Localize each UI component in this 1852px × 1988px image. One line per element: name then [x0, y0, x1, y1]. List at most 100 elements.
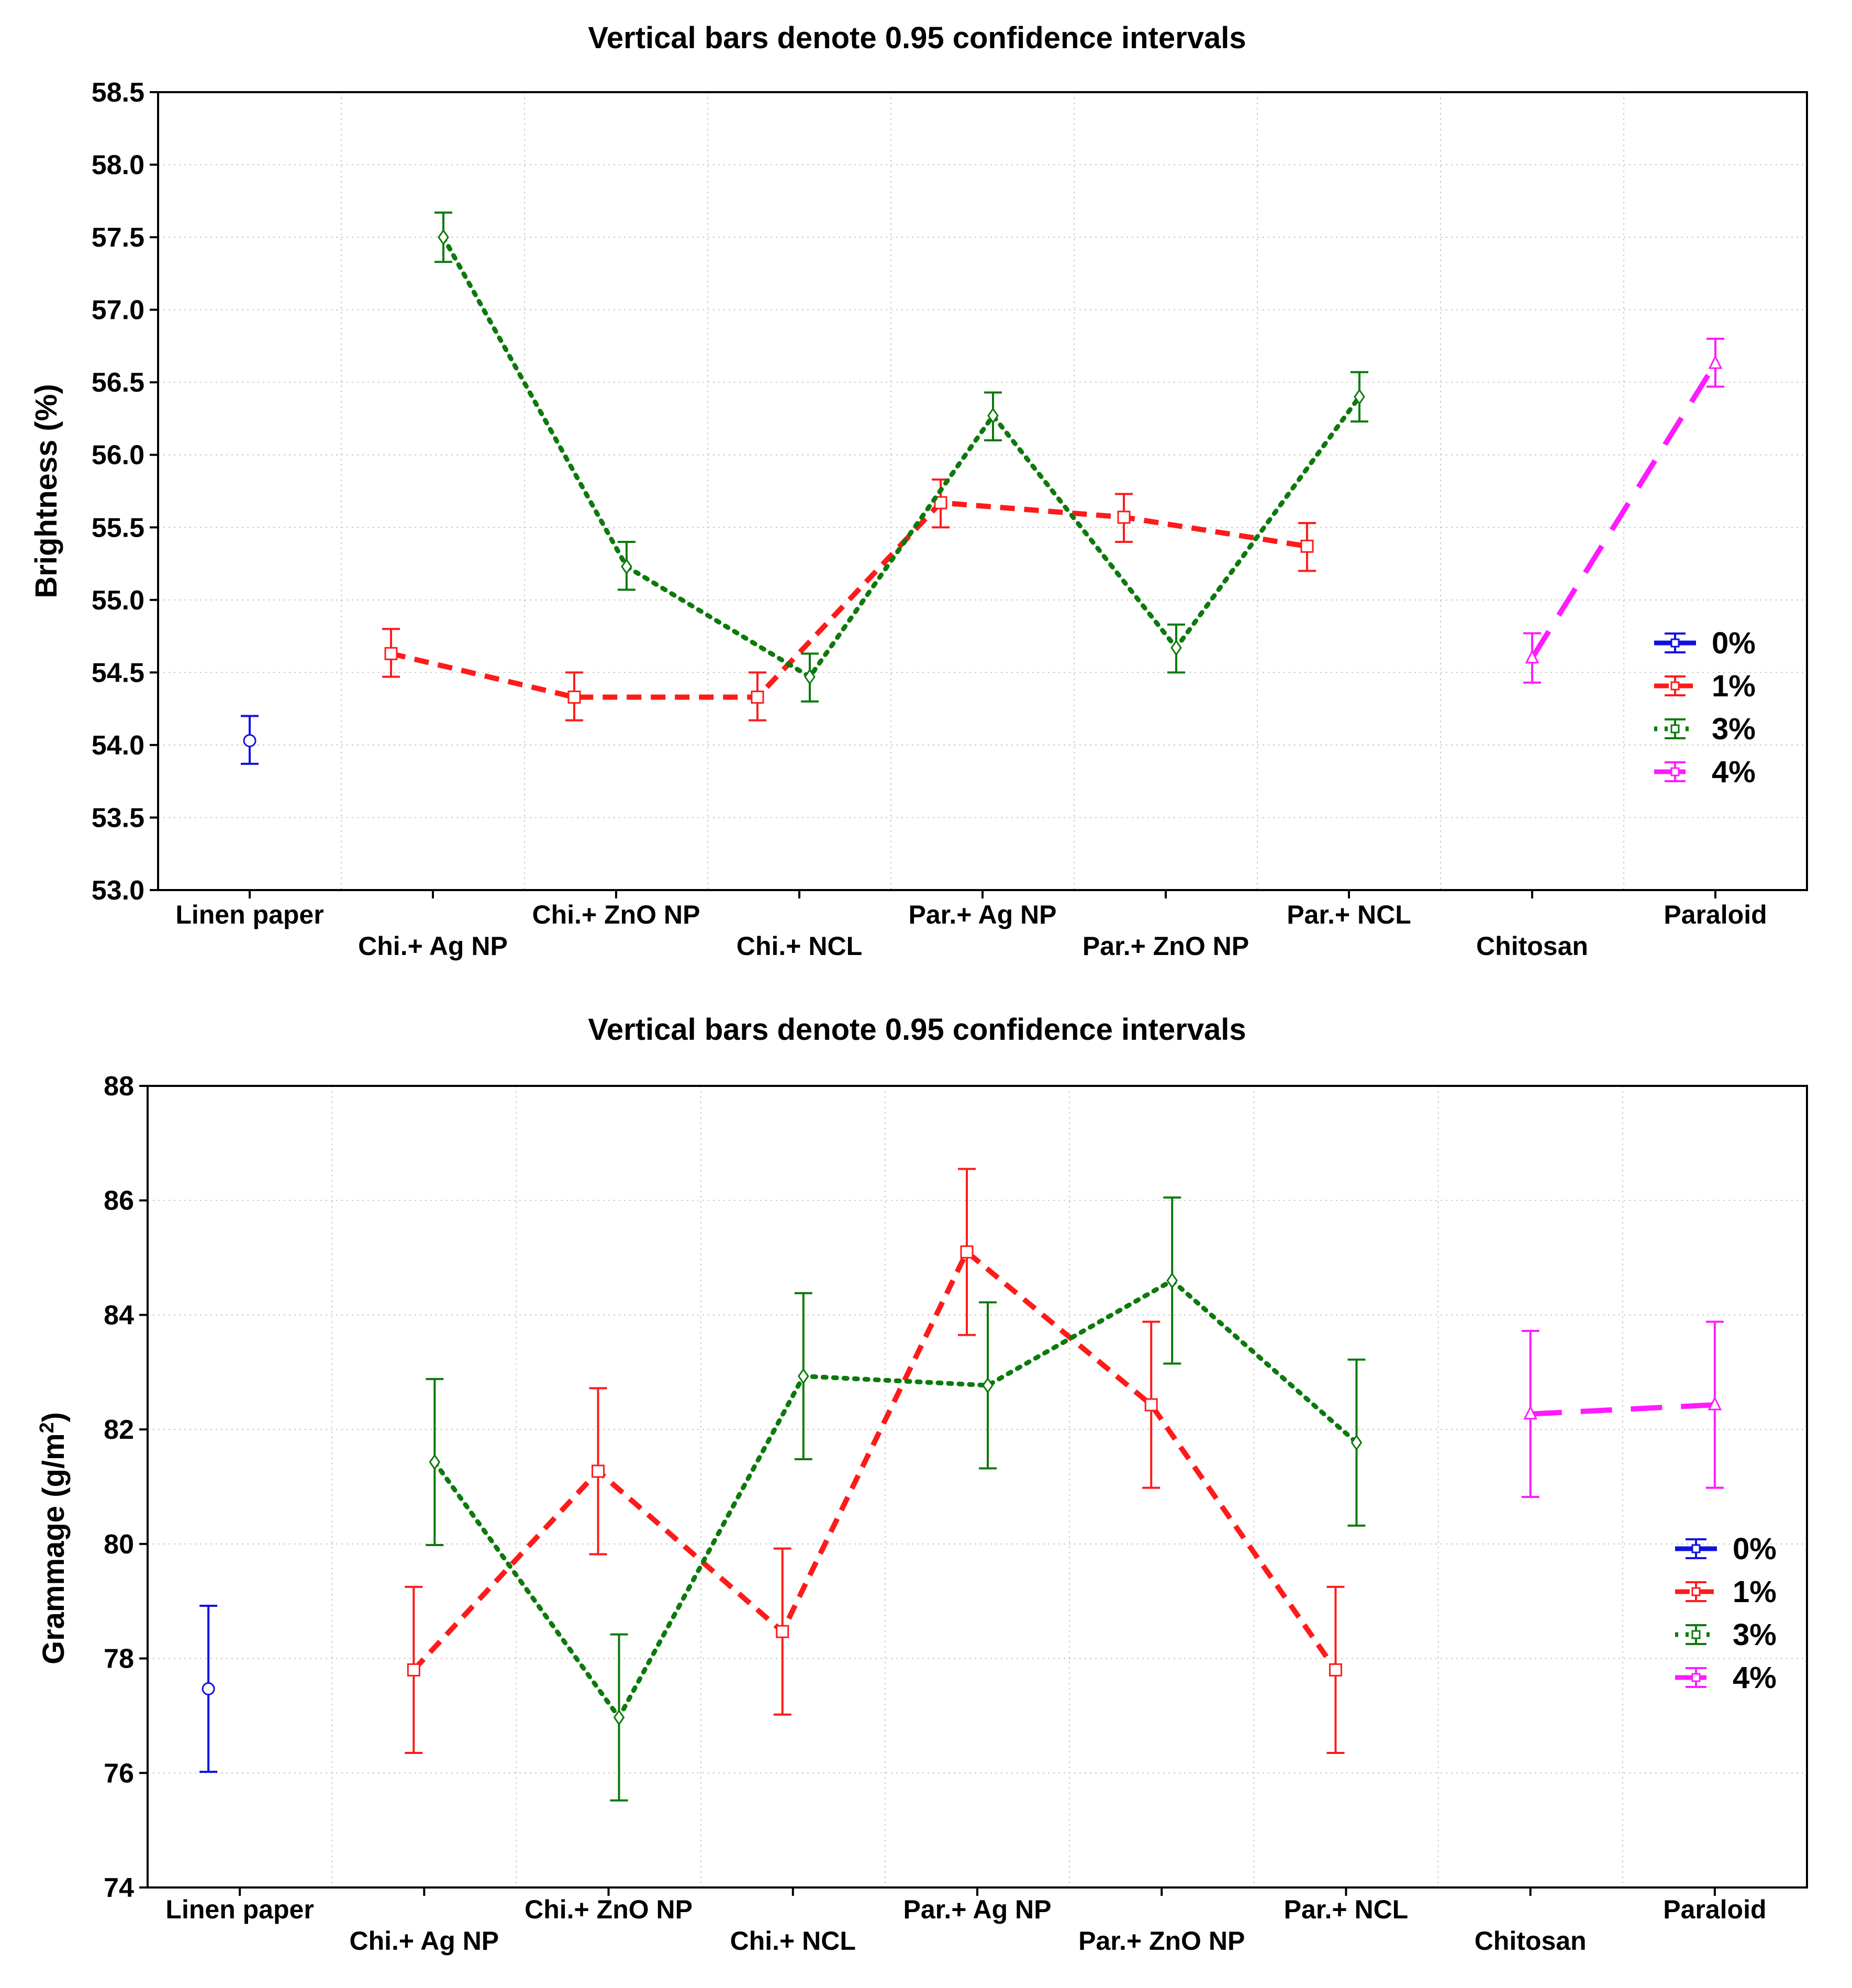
- data-point-3: [987, 407, 999, 424]
- series-line-1: [390, 499, 1308, 700]
- data-point-1: [1117, 510, 1131, 524]
- grammage-chart-panel: Vertical bars denote 0.95 confidence int…: [0, 994, 1852, 1988]
- data-point-3: [982, 1377, 994, 1394]
- legend-marker: [1670, 638, 1680, 648]
- x-tick-label-chi-ncl: Chi.+ NCL: [737, 931, 862, 961]
- y-axis-label-main: Grammage (g/m: [37, 1433, 71, 1664]
- data-point-3: [797, 1368, 809, 1385]
- chart-title: Vertical bars denote 0.95 confidence int…: [588, 1013, 1246, 1047]
- brightness-chart: Vertical bars denote 0.95 confidence int…: [29, 21, 1808, 961]
- series-line-3: [432, 1278, 1359, 1722]
- x-tick-label-chi-ncl: Chi.+ NCL: [730, 1926, 856, 1956]
- legend-label: 3%: [1733, 1618, 1777, 1652]
- data-point-4: [1708, 1396, 1722, 1411]
- x-tick-label-par-ncl: Par.+ NCL: [1287, 900, 1411, 929]
- y-axis-label-superscript: 2: [36, 1422, 58, 1433]
- legend-marker: [1691, 1544, 1701, 1553]
- legend-item-1: 1%: [1654, 669, 1756, 703]
- grammage-chart: Vertical bars denote 0.95 confidence int…: [36, 1013, 1808, 1956]
- data-point-1: [1329, 1663, 1342, 1676]
- data-point-1: [960, 1245, 974, 1259]
- y-axis-label-suffix: ): [37, 1412, 71, 1422]
- legend-marker: [1670, 767, 1680, 776]
- data-point-1: [407, 1663, 420, 1676]
- series-line-4: [1530, 362, 1718, 660]
- x-tick-label-paraloid: Paraloid: [1664, 900, 1767, 929]
- y-tick-label: 57.5: [92, 223, 144, 253]
- legend-item-4: 4%: [1654, 755, 1756, 789]
- plot-frame: [147, 1085, 1808, 1889]
- plot-frame: [157, 91, 1808, 891]
- y-tick-label: 74: [104, 1873, 134, 1903]
- data-point-3: [429, 1453, 441, 1471]
- x-tick-label-chi-zno-np: Chi.+ ZnO NP: [525, 1895, 693, 1924]
- x-tick-label-par-ag-np: Par.+ Ag NP: [903, 1895, 1052, 1924]
- legend-label: 0%: [1733, 1532, 1777, 1566]
- legend-item-3: 3%: [1654, 712, 1756, 746]
- legend-label: 4%: [1712, 755, 1756, 789]
- y-tick-label: 86: [104, 1186, 134, 1216]
- legend-marker: [1691, 1587, 1701, 1596]
- legend-item-4: 4%: [1675, 1661, 1777, 1695]
- x-tick-label-chi-ag-np: Chi.+ Ag NP: [358, 931, 508, 961]
- y-tick-label: 84: [104, 1300, 134, 1330]
- y-tick-label: 58.5: [92, 77, 144, 108]
- data-point-3: [613, 1709, 625, 1726]
- x-tick-label-par-ag-np: Par.+ Ag NP: [909, 900, 1057, 929]
- y-tick-label: 58.0: [92, 150, 144, 181]
- series-line-1: [411, 1248, 1338, 1672]
- data-point-1: [567, 690, 581, 704]
- data-point-1: [1300, 539, 1314, 553]
- data-point-4: [1708, 354, 1723, 369]
- data-point-1: [384, 647, 398, 660]
- data-point-4: [1525, 649, 1539, 664]
- x-tick-label-linen-paper: Linen paper: [175, 900, 323, 929]
- legend-marker: [1691, 1673, 1701, 1682]
- data-point-4: [1523, 1405, 1538, 1420]
- x-tick-label-par-ncl: Par.+ NCL: [1284, 1895, 1409, 1924]
- legend-marker: [1691, 1630, 1701, 1639]
- data-point-1: [776, 1625, 789, 1638]
- y-tick-label: 76: [104, 1758, 134, 1789]
- x-tick-label-chi-zno-np: Chi.+ ZnO NP: [532, 900, 700, 929]
- x-tick-label-linen-paper: Linen paper: [165, 1895, 314, 1924]
- y-tick-label: 55.0: [92, 585, 144, 616]
- y-tick-label: 54.5: [92, 658, 144, 688]
- data-point-0: [243, 734, 256, 748]
- data-point-3: [1170, 639, 1182, 656]
- data-point-1: [1144, 1398, 1158, 1412]
- x-tick-label-par-zno-np: Par.+ ZnO NP: [1078, 1926, 1245, 1956]
- data-point-1: [934, 496, 947, 509]
- legend-marker: [1670, 681, 1680, 691]
- data-point-3: [1351, 1434, 1363, 1451]
- data-point-3: [804, 669, 816, 685]
- legend-label: 1%: [1733, 1575, 1777, 1609]
- chart-title: Vertical bars denote 0.95 confidence int…: [588, 21, 1246, 55]
- y-tick-label: 80: [104, 1529, 134, 1560]
- x-tick-label-paraloid: Paraloid: [1663, 1895, 1766, 1924]
- data-point-1: [751, 690, 764, 704]
- data-point-3: [1354, 388, 1365, 405]
- data-point-1: [592, 1464, 605, 1478]
- y-tick-label: 78: [104, 1644, 134, 1674]
- data-point-3: [438, 229, 449, 246]
- legend-label: 4%: [1733, 1661, 1777, 1695]
- x-tick-label-chi-ag-np: Chi.+ Ag NP: [349, 1926, 499, 1956]
- y-tick-label: 57.0: [92, 295, 144, 326]
- data-point-3: [1166, 1272, 1178, 1289]
- y-tick-label: 56.5: [92, 368, 144, 398]
- x-tick-label-chitosan: Chitosan: [1475, 1926, 1587, 1956]
- y-tick-label: 88: [104, 1071, 134, 1102]
- series-line-3: [441, 235, 1362, 680]
- legend-item-0: 0%: [1675, 1532, 1777, 1566]
- y-tick-label: 53.0: [92, 875, 144, 906]
- legend-item-1: 1%: [1675, 1575, 1777, 1609]
- legend-item-0: 0%: [1654, 626, 1756, 660]
- x-tick-label-chitosan: Chitosan: [1476, 931, 1588, 961]
- y-tick-label: 54.0: [92, 730, 144, 761]
- series-line-4: [1530, 1402, 1715, 1417]
- legend-marker: [1670, 724, 1680, 734]
- legend-item-3: 3%: [1675, 1618, 1777, 1652]
- y-tick-label: 82: [104, 1415, 134, 1445]
- y-tick-label: 55.5: [92, 513, 144, 543]
